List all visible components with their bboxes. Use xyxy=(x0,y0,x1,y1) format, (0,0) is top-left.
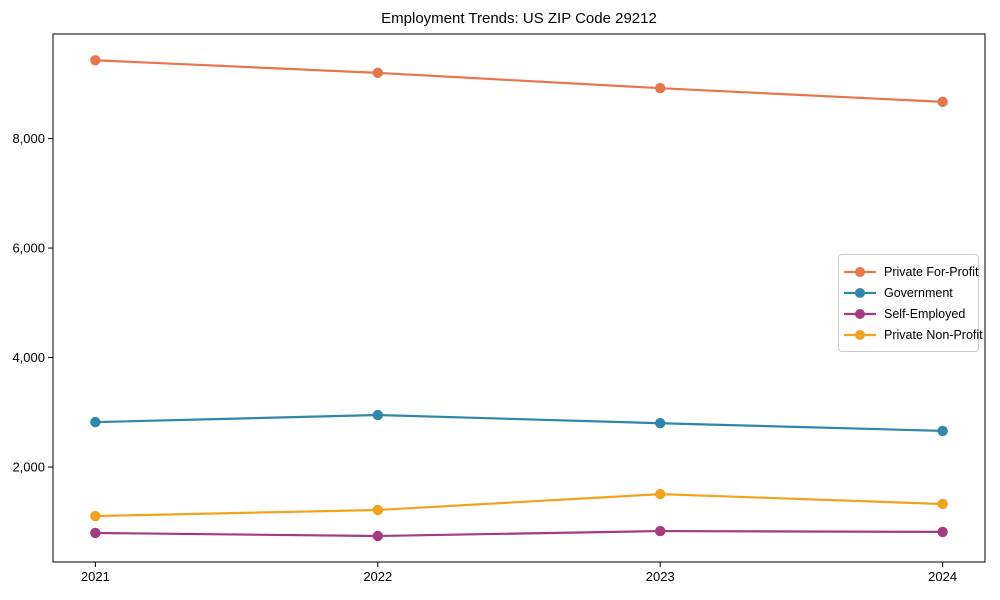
series-line-government xyxy=(95,413,943,432)
data-point-marker-government xyxy=(937,425,948,437)
data-point-marker-private-non-profit xyxy=(372,504,383,516)
data-point-marker-private-for-profit xyxy=(937,96,948,108)
legend-item-private-non-profit: Private Non-Profit xyxy=(843,324,983,345)
legend-label-private-for-profit: Private For-Profit xyxy=(884,264,979,279)
legend-line-marker-icon xyxy=(844,308,876,319)
data-point-marker-self-employed xyxy=(937,526,948,538)
data-point-marker-private-for-profit xyxy=(372,67,383,79)
series-line-private-non-profit xyxy=(95,493,943,518)
data-point-marker-government xyxy=(372,409,383,421)
data-point-marker-self-employed xyxy=(372,530,383,542)
data-point-marker-private-non-profit xyxy=(937,498,948,510)
series-line-private-for-profit xyxy=(95,59,943,103)
x-tick-label: 2023 xyxy=(646,569,675,584)
legend-item-self-employed: Self-Employed xyxy=(843,303,972,324)
data-point-marker-private-for-profit xyxy=(655,82,666,94)
x-tick-label: 2024 xyxy=(928,569,957,584)
legend-line-marker-icon xyxy=(844,266,876,277)
y-tick-label: 8,000 xyxy=(12,131,45,146)
legend-line-marker-icon xyxy=(844,329,876,340)
legend-label-private-non-profit: Private Non-Profit xyxy=(884,327,983,342)
series-line-self-employed xyxy=(95,529,943,538)
y-tick-label: 6,000 xyxy=(12,241,45,256)
x-tick-label: 2021 xyxy=(81,569,110,584)
legend-label-self-employed: Self-Employed xyxy=(884,306,966,321)
data-point-marker-private-non-profit xyxy=(655,488,666,500)
plot-spines xyxy=(52,33,986,563)
data-point-marker-government xyxy=(90,416,101,428)
legend-line-marker-icon xyxy=(844,287,876,298)
chart-legend: Private For-Profit Government Self-Employe… xyxy=(838,254,983,352)
chart-title: Employment Trends: US ZIP Code 29212 xyxy=(381,10,657,27)
legend-label-government: Government xyxy=(884,285,953,300)
data-point-marker-private-non-profit xyxy=(90,510,101,522)
data-point-marker-private-for-profit xyxy=(90,55,101,66)
data-point-marker-government xyxy=(655,418,666,429)
y-tick-label: 4,000 xyxy=(12,350,45,365)
data-point-marker-self-employed xyxy=(655,525,666,537)
legend-item-private-for-profit: Private For-Profit xyxy=(843,261,978,282)
x-tick-label: 2022 xyxy=(363,569,392,584)
data-point-marker-self-employed xyxy=(90,527,101,539)
legend-item-government: Government xyxy=(843,282,972,303)
y-tick-label: 2,000 xyxy=(12,460,45,475)
